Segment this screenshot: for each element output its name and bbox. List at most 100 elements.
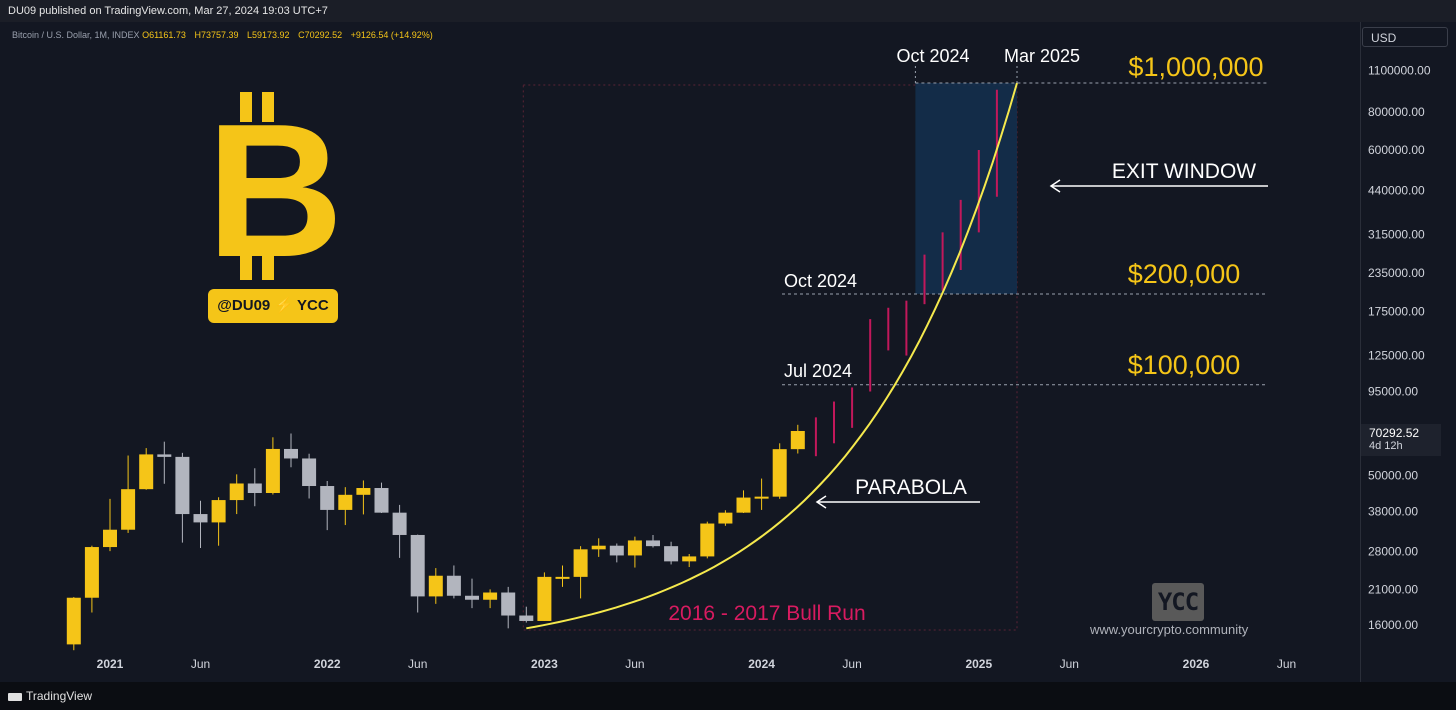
y-tick-label-11: 28000.00 — [1368, 545, 1418, 559]
candle-body — [573, 549, 588, 577]
candle-body — [392, 512, 407, 535]
candle-body — [754, 496, 769, 499]
candle-body — [664, 546, 679, 562]
btc-bar-bottom-left — [240, 250, 252, 280]
y-tick-label-6: 175000.00 — [1368, 304, 1425, 318]
btc-bar-top-left — [240, 92, 252, 122]
x-tick-label-10: 2026 — [1183, 657, 1210, 671]
x-tick-label-8: 2025 — [965, 657, 992, 671]
candle-body — [700, 523, 715, 557]
y-tick-label-13: 16000.00 — [1368, 618, 1418, 632]
ycc-logo: YCC — [1152, 583, 1204, 621]
footer-bar: TradingView — [0, 682, 1456, 710]
candle-body — [718, 512, 733, 524]
candle-body — [627, 540, 642, 556]
change-value: +9126.54 (+14.92%) — [350, 30, 433, 40]
y-tick-label-7: 125000.00 — [1368, 349, 1425, 363]
x-tick-label-4: 2023 — [531, 657, 558, 671]
candle-2023-01 — [537, 572, 552, 621]
candle-body — [284, 448, 298, 459]
candle-body — [193, 514, 208, 523]
candle-body — [66, 597, 81, 645]
candle-2021-10 — [265, 437, 280, 495]
candle-body — [483, 592, 498, 600]
label-100k: $100,000 — [1128, 350, 1241, 380]
y-tick-label-0: 1100000.00 — [1368, 64, 1431, 78]
candle-body — [356, 488, 371, 495]
candle-body — [265, 448, 280, 494]
price-axis-column[interactable] — [1360, 22, 1456, 682]
currency-button[interactable]: USD — [1362, 27, 1448, 47]
candle-body — [410, 534, 425, 597]
x-tick-label-6: 2024 — [748, 657, 775, 671]
candle-2020-11 — [66, 597, 81, 651]
y-tick-label-1: 800000.00 — [1368, 105, 1425, 119]
bull-run-label: 2016 - 2017 Bull Run — [668, 602, 865, 625]
low-value: L59173.92 — [247, 30, 290, 40]
candle-body — [591, 545, 606, 550]
candle-2021-05 — [175, 452, 190, 543]
y-tick-label-5: 235000.00 — [1368, 266, 1425, 280]
candle-2023-05 — [609, 543, 624, 563]
x-tick-label-3: Jun — [408, 657, 427, 671]
y-tick-label-8: 95000.00 — [1368, 385, 1418, 399]
candle-2021-11 — [284, 433, 298, 468]
x-tick-label-0: 2021 — [97, 657, 124, 671]
candle-2022-10 — [483, 589, 498, 609]
candle-2022-12 — [519, 606, 534, 623]
label-exit-window: EXIT WINDOW — [1112, 160, 1256, 183]
candle-body — [338, 494, 353, 510]
candle-2021-06 — [193, 500, 208, 548]
candle-body — [302, 458, 317, 487]
candle-2023-06 — [627, 536, 642, 568]
candle-2022-09 — [465, 578, 479, 609]
label-jul-2024: Jul 2024 — [784, 361, 852, 381]
candle-body — [682, 556, 697, 562]
candle-2022-04 — [374, 482, 389, 514]
candle-2024-03 — [790, 424, 805, 454]
candle-2021-03 — [139, 448, 154, 490]
last-price-label: 70292.52 4d 12h — [1361, 424, 1441, 456]
ohlc-legend: Bitcoin / U.S. Dollar, 1M, INDEX O61161.… — [12, 30, 433, 40]
btc-bar-top-right — [262, 92, 274, 122]
candle-2023-07 — [646, 534, 660, 548]
tradingview-icon — [8, 692, 22, 701]
candle-2024-01 — [754, 478, 769, 510]
candle-2021-04 — [157, 441, 172, 484]
published-text: DU09 published on TradingView.com, Mar 2… — [8, 5, 328, 17]
candle-2023-04 — [591, 538, 606, 557]
exit-window-box — [915, 83, 1017, 294]
btc-bar-bottom-right — [262, 250, 274, 280]
x-tick-label-7: Jun — [842, 657, 861, 671]
candle-body — [519, 615, 534, 621]
y-tick-label-2: 600000.00 — [1368, 143, 1425, 157]
candle-body — [157, 454, 172, 457]
candle-2022-05 — [392, 504, 407, 558]
candle-2021-09 — [247, 468, 262, 507]
candle-body — [139, 454, 154, 490]
label-200k: $200,000 — [1128, 259, 1241, 289]
candle-body — [175, 456, 190, 515]
candle-2021-08 — [229, 474, 244, 515]
x-tick-label-2: 2022 — [314, 657, 341, 671]
y-tick-label-12: 21000.00 — [1368, 582, 1418, 596]
candle-2021-07 — [211, 497, 226, 546]
open-value: O61161.73 — [142, 30, 186, 40]
website-text: www.yourcrypto.community — [1090, 622, 1249, 637]
candle-countdown: 4d 12h — [1369, 440, 1403, 452]
chart-area[interactable]: 2016 - 2017 Bull Run Oct 2024 Mar 2025 $1,… — [0, 22, 1456, 682]
price-chart[interactable]: 2016 - 2017 Bull Run Oct 2024 Mar 2025 $1,… — [0, 22, 1456, 682]
high-value: H73757.39 — [194, 30, 239, 40]
candle-body — [555, 576, 570, 579]
candle-2022-08 — [446, 565, 461, 599]
x-tick-label-9: Jun — [1060, 657, 1079, 671]
candle-2022-06 — [410, 534, 425, 613]
author-badge: @DU09 ⚡ YCC — [208, 289, 338, 323]
exit-arrow-head — [1049, 179, 1061, 193]
candle-body — [428, 575, 443, 597]
candle-body — [537, 576, 552, 621]
x-tick-label-11: Jun — [1277, 657, 1296, 671]
bitcoin-logo: B — [206, 85, 343, 297]
candle-2021-01 — [103, 498, 117, 552]
candle-body — [446, 575, 461, 596]
